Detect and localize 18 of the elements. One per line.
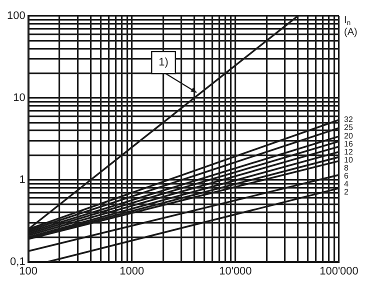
- series-label: 4: [344, 180, 349, 189]
- y-tick-label: 1: [19, 174, 26, 186]
- x-tick-label: 10'000: [219, 265, 252, 278]
- series-label: 8: [344, 164, 349, 173]
- y-tick-label: 0,1: [10, 256, 26, 268]
- series-label: 2: [344, 188, 349, 197]
- series-label: 6: [344, 172, 349, 181]
- series-label: 10: [344, 156, 354, 165]
- series-label: 12: [344, 148, 354, 157]
- annotation: 1): [158, 56, 168, 69]
- series-label: 16: [344, 140, 354, 149]
- y-tick-label: 100: [6, 10, 26, 22]
- series-label: 25: [344, 123, 354, 132]
- x-tick-label: 100'000: [320, 265, 358, 278]
- series-label: 20: [344, 132, 354, 141]
- x-tick-label: 1000: [120, 265, 144, 278]
- y-tick-label: 10: [13, 92, 26, 104]
- series-label: 32: [344, 115, 354, 124]
